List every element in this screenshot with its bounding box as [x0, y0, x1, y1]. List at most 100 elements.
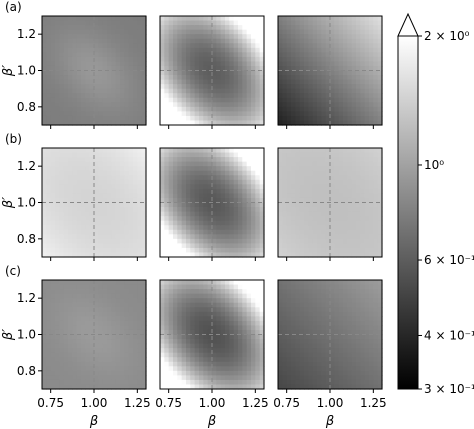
heatmap-cell: [107, 115, 112, 122]
heatmap-cell: [351, 238, 357, 244]
heatmap-cell: [59, 225, 65, 231]
heatmap-cell: [299, 79, 305, 85]
heatmap-cell: [225, 61, 230, 67]
heatmap-cell: [111, 16, 117, 22]
heatmap-cell: [81, 29, 86, 35]
heatmap-cell: [212, 370, 217, 376]
heatmap-cell: [59, 247, 65, 254]
heatmap-cell: [317, 166, 322, 172]
heatmap-cell: [212, 311, 217, 317]
heatmap-cell: [76, 175, 82, 181]
heatmap-cell: [190, 65, 196, 72]
heatmap-cell: [286, 75, 292, 81]
heatmap-cell: [115, 307, 121, 313]
heatmap-cell: [299, 179, 305, 185]
heatmap-cell: [111, 97, 117, 103]
heatmap-cell: [295, 243, 301, 249]
heatmap-cell: [356, 179, 361, 185]
heatmap-cell: [321, 70, 327, 76]
heatmap-cell: [259, 34, 265, 40]
heatmap-cell: [282, 88, 288, 94]
heatmap-cell: [190, 202, 196, 208]
heatmap-cell: [81, 38, 86, 44]
heatmap-cell: [286, 111, 292, 117]
heatmap-cell: [164, 316, 170, 322]
heatmap-cell: [325, 115, 331, 122]
heatmap-cell: [299, 375, 305, 381]
heatmap-cell: [369, 157, 374, 163]
heatmap-cell: [308, 284, 314, 290]
heatmap-cell: [59, 366, 65, 372]
heatmap-cell: [164, 375, 170, 381]
heatmap-cell: [330, 352, 335, 358]
heatmap-cell: [177, 157, 183, 163]
heatmap-cell: [321, 307, 327, 313]
heatmap-cell: [317, 339, 322, 345]
heatmap-cell: [343, 93, 348, 99]
heatmap-cell: [343, 202, 348, 208]
heatmap-cell: [203, 352, 209, 358]
heatmap-cell: [173, 252, 178, 258]
heatmap-cell: [177, 307, 183, 313]
heatmap-cell: [282, 202, 288, 208]
heatmap-cell: [94, 207, 99, 213]
heatmap-cell: [259, 188, 265, 195]
heatmap-cell: [76, 284, 82, 290]
heatmap-cell: [242, 229, 248, 235]
heatmap-cell: [225, 193, 230, 199]
heatmap-cell: [291, 188, 296, 195]
heatmap-cell: [330, 61, 335, 67]
heatmap-cell: [377, 38, 383, 44]
heatmap-cell: [242, 152, 248, 158]
heatmap-cell: [59, 307, 65, 313]
heatmap-cell: [238, 229, 243, 235]
heatmap-cell: [194, 302, 200, 308]
heatmap-cell: [207, 34, 213, 40]
heatmap-cell: [124, 170, 130, 176]
heatmap-cell: [55, 343, 60, 349]
heatmap-cell: [115, 120, 121, 126]
heatmap-cell: [190, 157, 196, 163]
panel-label: (b): [5, 132, 22, 146]
heatmap-cell: [63, 379, 69, 386]
heatmap-cell: [334, 302, 340, 308]
heatmap-cell: [291, 375, 296, 381]
heatmap-cell: [63, 184, 69, 190]
heatmap-cell: [76, 343, 82, 349]
heatmap-cell: [312, 157, 318, 163]
heatmap-cell: [246, 34, 252, 40]
heatmap-cell: [286, 16, 292, 22]
heatmap-cell: [72, 61, 78, 67]
heatmap-cell: [299, 166, 305, 172]
heatmap-cell: [124, 193, 130, 199]
heatmap-cell: [76, 280, 82, 286]
heatmap-cell: [233, 16, 239, 22]
heatmap-cell: [173, 106, 178, 112]
heatmap-cell: [98, 375, 104, 381]
heatmap-cell: [59, 234, 65, 240]
heatmap-cell: [330, 211, 335, 217]
heatmap-cell: [229, 97, 235, 103]
heatmap-cell: [286, 211, 292, 217]
heatmap-cell: [115, 379, 121, 386]
heatmap-cell: [194, 52, 200, 58]
heatmap-cell: [102, 334, 108, 340]
heatmap-cell: [325, 20, 331, 26]
heatmap-cell: [334, 47, 340, 53]
heatmap-cell: [46, 293, 52, 299]
heatmap-cell: [55, 216, 60, 222]
heatmap-cell: [242, 225, 248, 231]
heatmap-cell: [194, 170, 200, 176]
heatmap-cell: [68, 70, 73, 76]
heatmap-cell: [278, 111, 283, 117]
heatmap-cell: [255, 211, 261, 217]
heatmap-cell: [120, 65, 125, 72]
heatmap-cell: [141, 280, 147, 286]
heatmap-cell: [190, 148, 196, 154]
heatmap-cell: [181, 211, 187, 217]
heatmap-cell: [137, 370, 143, 376]
heatmap-cell: [102, 348, 108, 354]
heatmap-cell: [347, 93, 353, 99]
heatmap-cell: [377, 216, 383, 222]
heatmap-cell: [72, 16, 78, 22]
